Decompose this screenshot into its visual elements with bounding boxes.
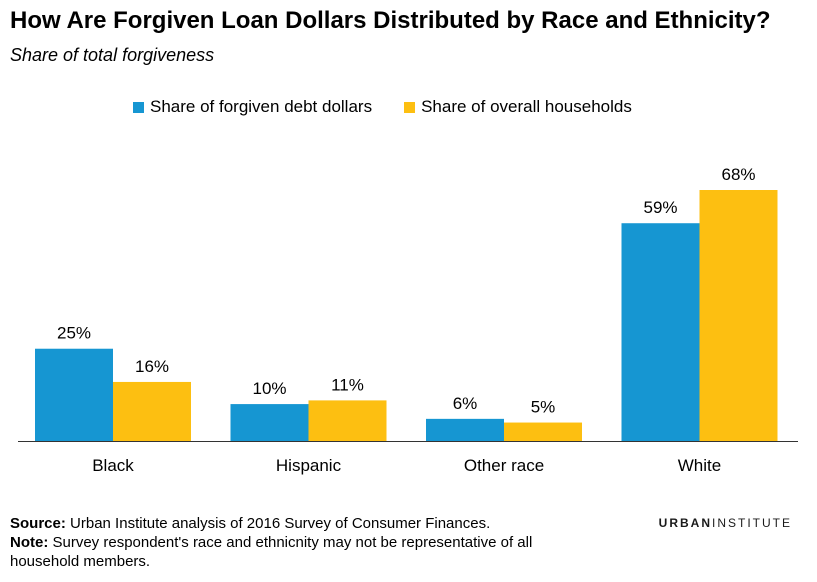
brand-part-1: URBAN — [658, 516, 712, 530]
bar-households — [113, 381, 191, 441]
x-tick-label: Hispanic — [276, 456, 342, 475]
source-text: Urban Institute analysis of 2016 Survey … — [70, 515, 491, 532]
bar-households — [699, 190, 778, 441]
legend-item-forgiven-debt: Share of forgiven debt dollars — [133, 97, 372, 117]
bar-households — [308, 400, 387, 441]
source-label: Source: — [10, 515, 66, 532]
legend-item-households: Share of overall households — [404, 97, 632, 117]
x-tick-label: Other race — [464, 456, 544, 475]
note-text: Survey respondent's race and ethnicnity … — [10, 534, 533, 570]
data-label: 16% — [135, 357, 169, 376]
data-label: 6% — [453, 394, 478, 413]
data-label: 59% — [643, 198, 677, 217]
bar-forgiven-debt — [621, 223, 700, 441]
bar-households — [504, 422, 582, 441]
legend-label: Share of overall households — [421, 97, 632, 116]
brand-part-2: INSTITUTE — [712, 516, 792, 530]
legend-swatch-blue — [133, 101, 144, 113]
chart-subtitle: Share of total forgiveness — [10, 45, 215, 65]
legend: Share of forgiven debt dollars Share of … — [133, 96, 664, 118]
legend-swatch-yellow — [404, 101, 416, 113]
bar-forgiven-debt — [230, 404, 309, 441]
data-label: 11% — [331, 375, 364, 394]
footer-notes: Source: Urban Institute analysis of 2016… — [10, 514, 550, 571]
note-line: Note: Survey respondent's race and ethni… — [10, 533, 550, 571]
source-line: Source: Urban Institute analysis of 2016… — [10, 514, 550, 533]
x-tick-label: White — [678, 456, 721, 475]
brand-logo: URBANINSTITUTE — [659, 516, 792, 530]
data-label: 25% — [57, 324, 91, 343]
data-label: 10% — [252, 379, 286, 398]
data-label: 5% — [531, 398, 556, 417]
data-label: 68% — [721, 165, 755, 184]
bar-forgiven-debt — [426, 418, 504, 441]
bar-forgiven-debt — [35, 348, 113, 441]
legend-label: Share of forgiven debt dollars — [150, 97, 373, 116]
chart-title: How Are Forgiven Loan Dollars Distribute… — [10, 7, 771, 34]
note-label: Note: — [10, 534, 49, 551]
x-tick-label: Black — [92, 456, 134, 475]
